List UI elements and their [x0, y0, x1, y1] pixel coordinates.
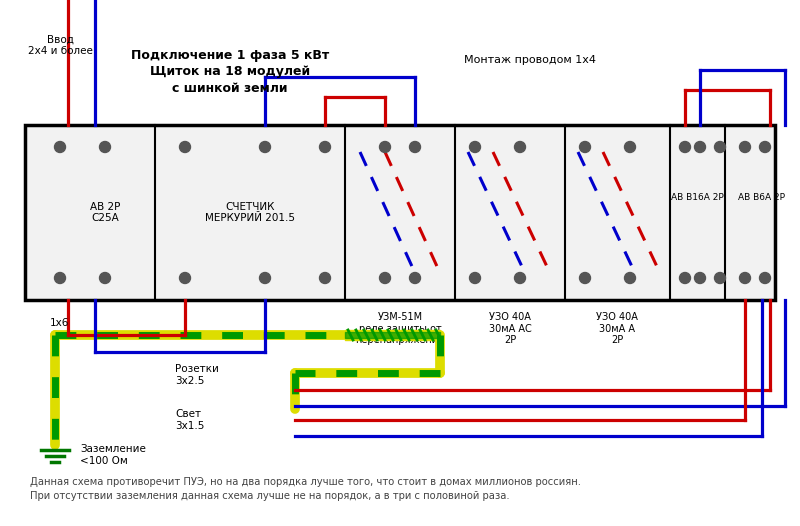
Bar: [25, 125, 775, 300]
Circle shape: [714, 272, 726, 284]
Text: АВ В6А 2Р: АВ В6А 2Р: [738, 193, 786, 202]
Circle shape: [759, 141, 770, 153]
Circle shape: [579, 141, 590, 153]
Text: УЗМ-51М
реле защиты от
перенапряжений: УЗМ-51М реле защиты от перенапряжений: [355, 312, 445, 345]
Text: СЧЕТЧИК
МЕРКУРИЙ 201.5: СЧЕТЧИК МЕРКУРИЙ 201.5: [205, 201, 295, 224]
Text: Розетки
3х2.5: Розетки 3х2.5: [175, 364, 219, 386]
Circle shape: [379, 141, 390, 153]
Circle shape: [470, 141, 481, 153]
Text: УЗО 40А
30мА А
2Р: УЗО 40А 30мА А 2Р: [596, 312, 638, 345]
Circle shape: [259, 141, 270, 153]
Text: Монтаж проводом 1х4: Монтаж проводом 1х4: [464, 55, 596, 65]
Circle shape: [379, 272, 390, 284]
Circle shape: [99, 141, 110, 153]
Circle shape: [625, 272, 635, 284]
Circle shape: [739, 272, 750, 284]
Text: 1х6: 1х6: [50, 318, 70, 328]
Circle shape: [259, 272, 270, 284]
Circle shape: [410, 141, 421, 153]
Text: АВ 2Р
С25А: АВ 2Р С25А: [90, 201, 120, 224]
Circle shape: [679, 272, 690, 284]
Text: Щиток на 18 модулей: Щиток на 18 модулей: [150, 66, 310, 78]
Text: с шинкой земли: с шинкой земли: [172, 83, 288, 96]
Circle shape: [625, 141, 635, 153]
Text: При отсутствии заземления данная схема лучше не на порядок, а в три с половиной : При отсутствии заземления данная схема л…: [30, 491, 510, 501]
Circle shape: [54, 141, 66, 153]
Circle shape: [514, 272, 526, 284]
Circle shape: [694, 272, 706, 284]
Circle shape: [319, 272, 330, 284]
Circle shape: [739, 141, 750, 153]
Circle shape: [694, 141, 706, 153]
Circle shape: [579, 272, 590, 284]
Circle shape: [410, 272, 421, 284]
Text: АВ В16А 2Р: АВ В16А 2Р: [670, 193, 723, 202]
Circle shape: [54, 272, 66, 284]
Text: Заземление
<100 Ом: Заземление <100 Ом: [80, 444, 146, 466]
Circle shape: [179, 272, 190, 284]
Text: Свет
3х1.5: Свет 3х1.5: [175, 409, 204, 431]
Circle shape: [759, 272, 770, 284]
Text: Данная схема противоречит ПУЭ, но на два порядка лучше того, что стоит в домах м: Данная схема противоречит ПУЭ, но на два…: [30, 477, 581, 487]
Circle shape: [714, 141, 726, 153]
Text: Подключение 1 фаза 5 кВт: Подключение 1 фаза 5 кВт: [131, 48, 329, 62]
Circle shape: [470, 272, 481, 284]
Circle shape: [679, 141, 690, 153]
Text: Ввод
2х4 и более: Ввод 2х4 и более: [27, 34, 93, 56]
Text: УЗО 40А
30мА АС
2Р: УЗО 40А 30мА АС 2Р: [489, 312, 531, 345]
Circle shape: [514, 141, 526, 153]
Circle shape: [319, 141, 330, 153]
Circle shape: [99, 272, 110, 284]
Circle shape: [179, 141, 190, 153]
